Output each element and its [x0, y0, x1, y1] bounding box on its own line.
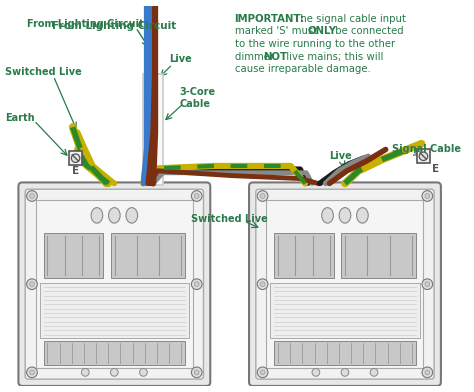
Ellipse shape: [356, 208, 368, 223]
Circle shape: [425, 370, 430, 375]
Circle shape: [257, 279, 268, 290]
Circle shape: [29, 282, 35, 287]
Circle shape: [110, 368, 118, 376]
Circle shape: [260, 194, 265, 198]
Bar: [44, 341, 185, 365]
Text: E: E: [72, 166, 79, 176]
Bar: [266, 200, 423, 368]
Circle shape: [257, 191, 268, 201]
Circle shape: [191, 191, 202, 201]
Ellipse shape: [322, 208, 333, 223]
Ellipse shape: [109, 208, 120, 223]
Circle shape: [422, 279, 433, 290]
Ellipse shape: [339, 208, 351, 223]
Text: Switched Live: Switched Live: [5, 67, 82, 77]
Circle shape: [27, 279, 37, 290]
Circle shape: [341, 368, 349, 376]
Text: NOT: NOT: [264, 52, 288, 62]
Circle shape: [422, 367, 433, 377]
Bar: [36, 200, 193, 368]
Bar: [111, 233, 185, 278]
FancyBboxPatch shape: [18, 182, 210, 386]
Bar: [274, 233, 334, 278]
Text: dimmer: dimmer: [235, 52, 277, 62]
Circle shape: [27, 367, 37, 377]
Circle shape: [419, 152, 428, 160]
FancyBboxPatch shape: [256, 189, 434, 379]
Ellipse shape: [126, 208, 137, 223]
Text: IMPORTANT:: IMPORTANT:: [235, 14, 304, 24]
Text: 3-Core
Cable: 3-Core Cable: [179, 87, 215, 109]
Text: Switched Live: Switched Live: [191, 214, 268, 224]
Circle shape: [82, 368, 89, 376]
Text: cause irreparable damage.: cause irreparable damage.: [235, 64, 370, 74]
Text: From Lighting Circuit: From Lighting Circuit: [52, 21, 176, 31]
Circle shape: [191, 279, 202, 290]
Circle shape: [370, 368, 378, 376]
Circle shape: [260, 282, 265, 287]
Text: ONLY: ONLY: [307, 26, 336, 36]
Circle shape: [29, 370, 35, 375]
Ellipse shape: [91, 208, 103, 223]
Bar: [144, 74, 163, 185]
Circle shape: [425, 194, 430, 198]
Circle shape: [257, 367, 268, 377]
Circle shape: [422, 191, 433, 201]
Circle shape: [139, 368, 147, 376]
Bar: [270, 283, 419, 338]
Text: be connected: be connected: [332, 26, 404, 36]
FancyBboxPatch shape: [25, 189, 203, 379]
Text: live mains; this will: live mains; this will: [283, 52, 383, 62]
Text: Live: Live: [170, 54, 192, 64]
Circle shape: [27, 191, 37, 201]
Circle shape: [312, 368, 320, 376]
Bar: [341, 233, 416, 278]
Bar: [44, 233, 103, 278]
Bar: [274, 341, 416, 365]
Text: The signal cable input: The signal cable input: [291, 14, 406, 24]
Circle shape: [194, 194, 199, 198]
FancyBboxPatch shape: [249, 182, 441, 386]
Circle shape: [260, 370, 265, 375]
Circle shape: [72, 154, 80, 162]
Text: From Lighting Circuit: From Lighting Circuit: [27, 18, 144, 29]
Circle shape: [425, 282, 430, 287]
Text: to the wire running to the other: to the wire running to the other: [235, 39, 395, 49]
Bar: [69, 151, 82, 165]
Bar: [40, 283, 189, 338]
Text: E: E: [432, 164, 439, 174]
Circle shape: [191, 367, 202, 377]
Bar: [417, 149, 430, 163]
Circle shape: [194, 370, 199, 375]
Text: Live: Live: [329, 151, 352, 161]
Circle shape: [29, 194, 35, 198]
Text: marked 'S' must: marked 'S' must: [235, 26, 320, 36]
Text: Signal Cable: Signal Cable: [392, 145, 462, 154]
Text: Earth: Earth: [5, 113, 35, 123]
Circle shape: [194, 282, 199, 287]
